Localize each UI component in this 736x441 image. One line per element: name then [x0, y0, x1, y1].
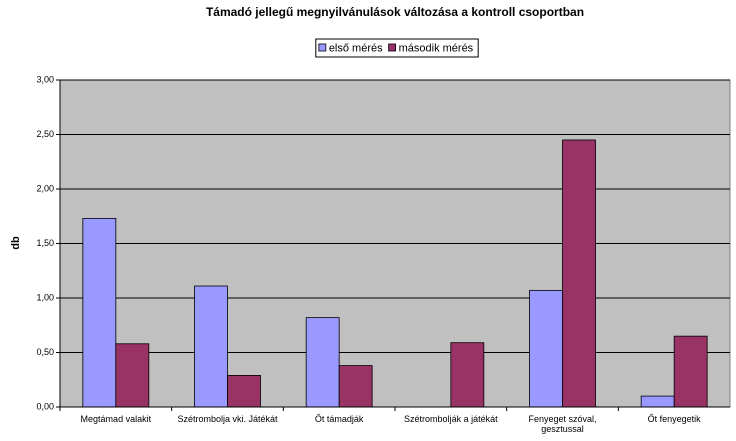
legend: első mérés második mérés: [315, 38, 479, 58]
legend-label: első mérés: [329, 42, 383, 54]
x-tick-label: Szétrombolja vki. Játékát: [177, 414, 278, 424]
bar: [82, 218, 117, 408]
x-tick-label: Megtámad valakit: [80, 414, 152, 424]
y-tick-label: 2,00: [36, 183, 54, 193]
y-tick-label: 2,50: [36, 129, 54, 139]
bar: [562, 139, 596, 408]
x-tick-label: Fenyeget szóval, gesztussal: [528, 414, 597, 434]
bar: [673, 335, 708, 408]
bar: [338, 365, 373, 408]
bar: [115, 343, 150, 408]
bar: [640, 395, 675, 408]
bar: [194, 285, 228, 408]
y-tick-label: 0,50: [36, 347, 54, 357]
legend-swatch: [318, 43, 327, 52]
y-tick-label: 0,00: [36, 401, 54, 411]
y-tick-label: 1,00: [36, 292, 54, 302]
x-tick-label: Őt támadják: [314, 414, 364, 424]
y-axis-label: db: [10, 236, 22, 250]
legend-swatch: [388, 43, 397, 52]
bar: [529, 289, 563, 408]
legend-label: második mérés: [399, 42, 474, 54]
legend-box: [315, 38, 479, 58]
x-tick-label: Szétrombolják a játékát: [404, 414, 498, 424]
y-tick-label: 3,00: [36, 74, 54, 84]
x-tick-label: Őt fenyegetik: [647, 414, 701, 424]
bar: [305, 317, 340, 408]
bar: [227, 374, 261, 408]
bar: [450, 342, 485, 408]
y-tick-label: 1,50: [36, 238, 54, 248]
chart-title: Támadó jellegű megnyilvánulások változás…: [206, 5, 584, 19]
